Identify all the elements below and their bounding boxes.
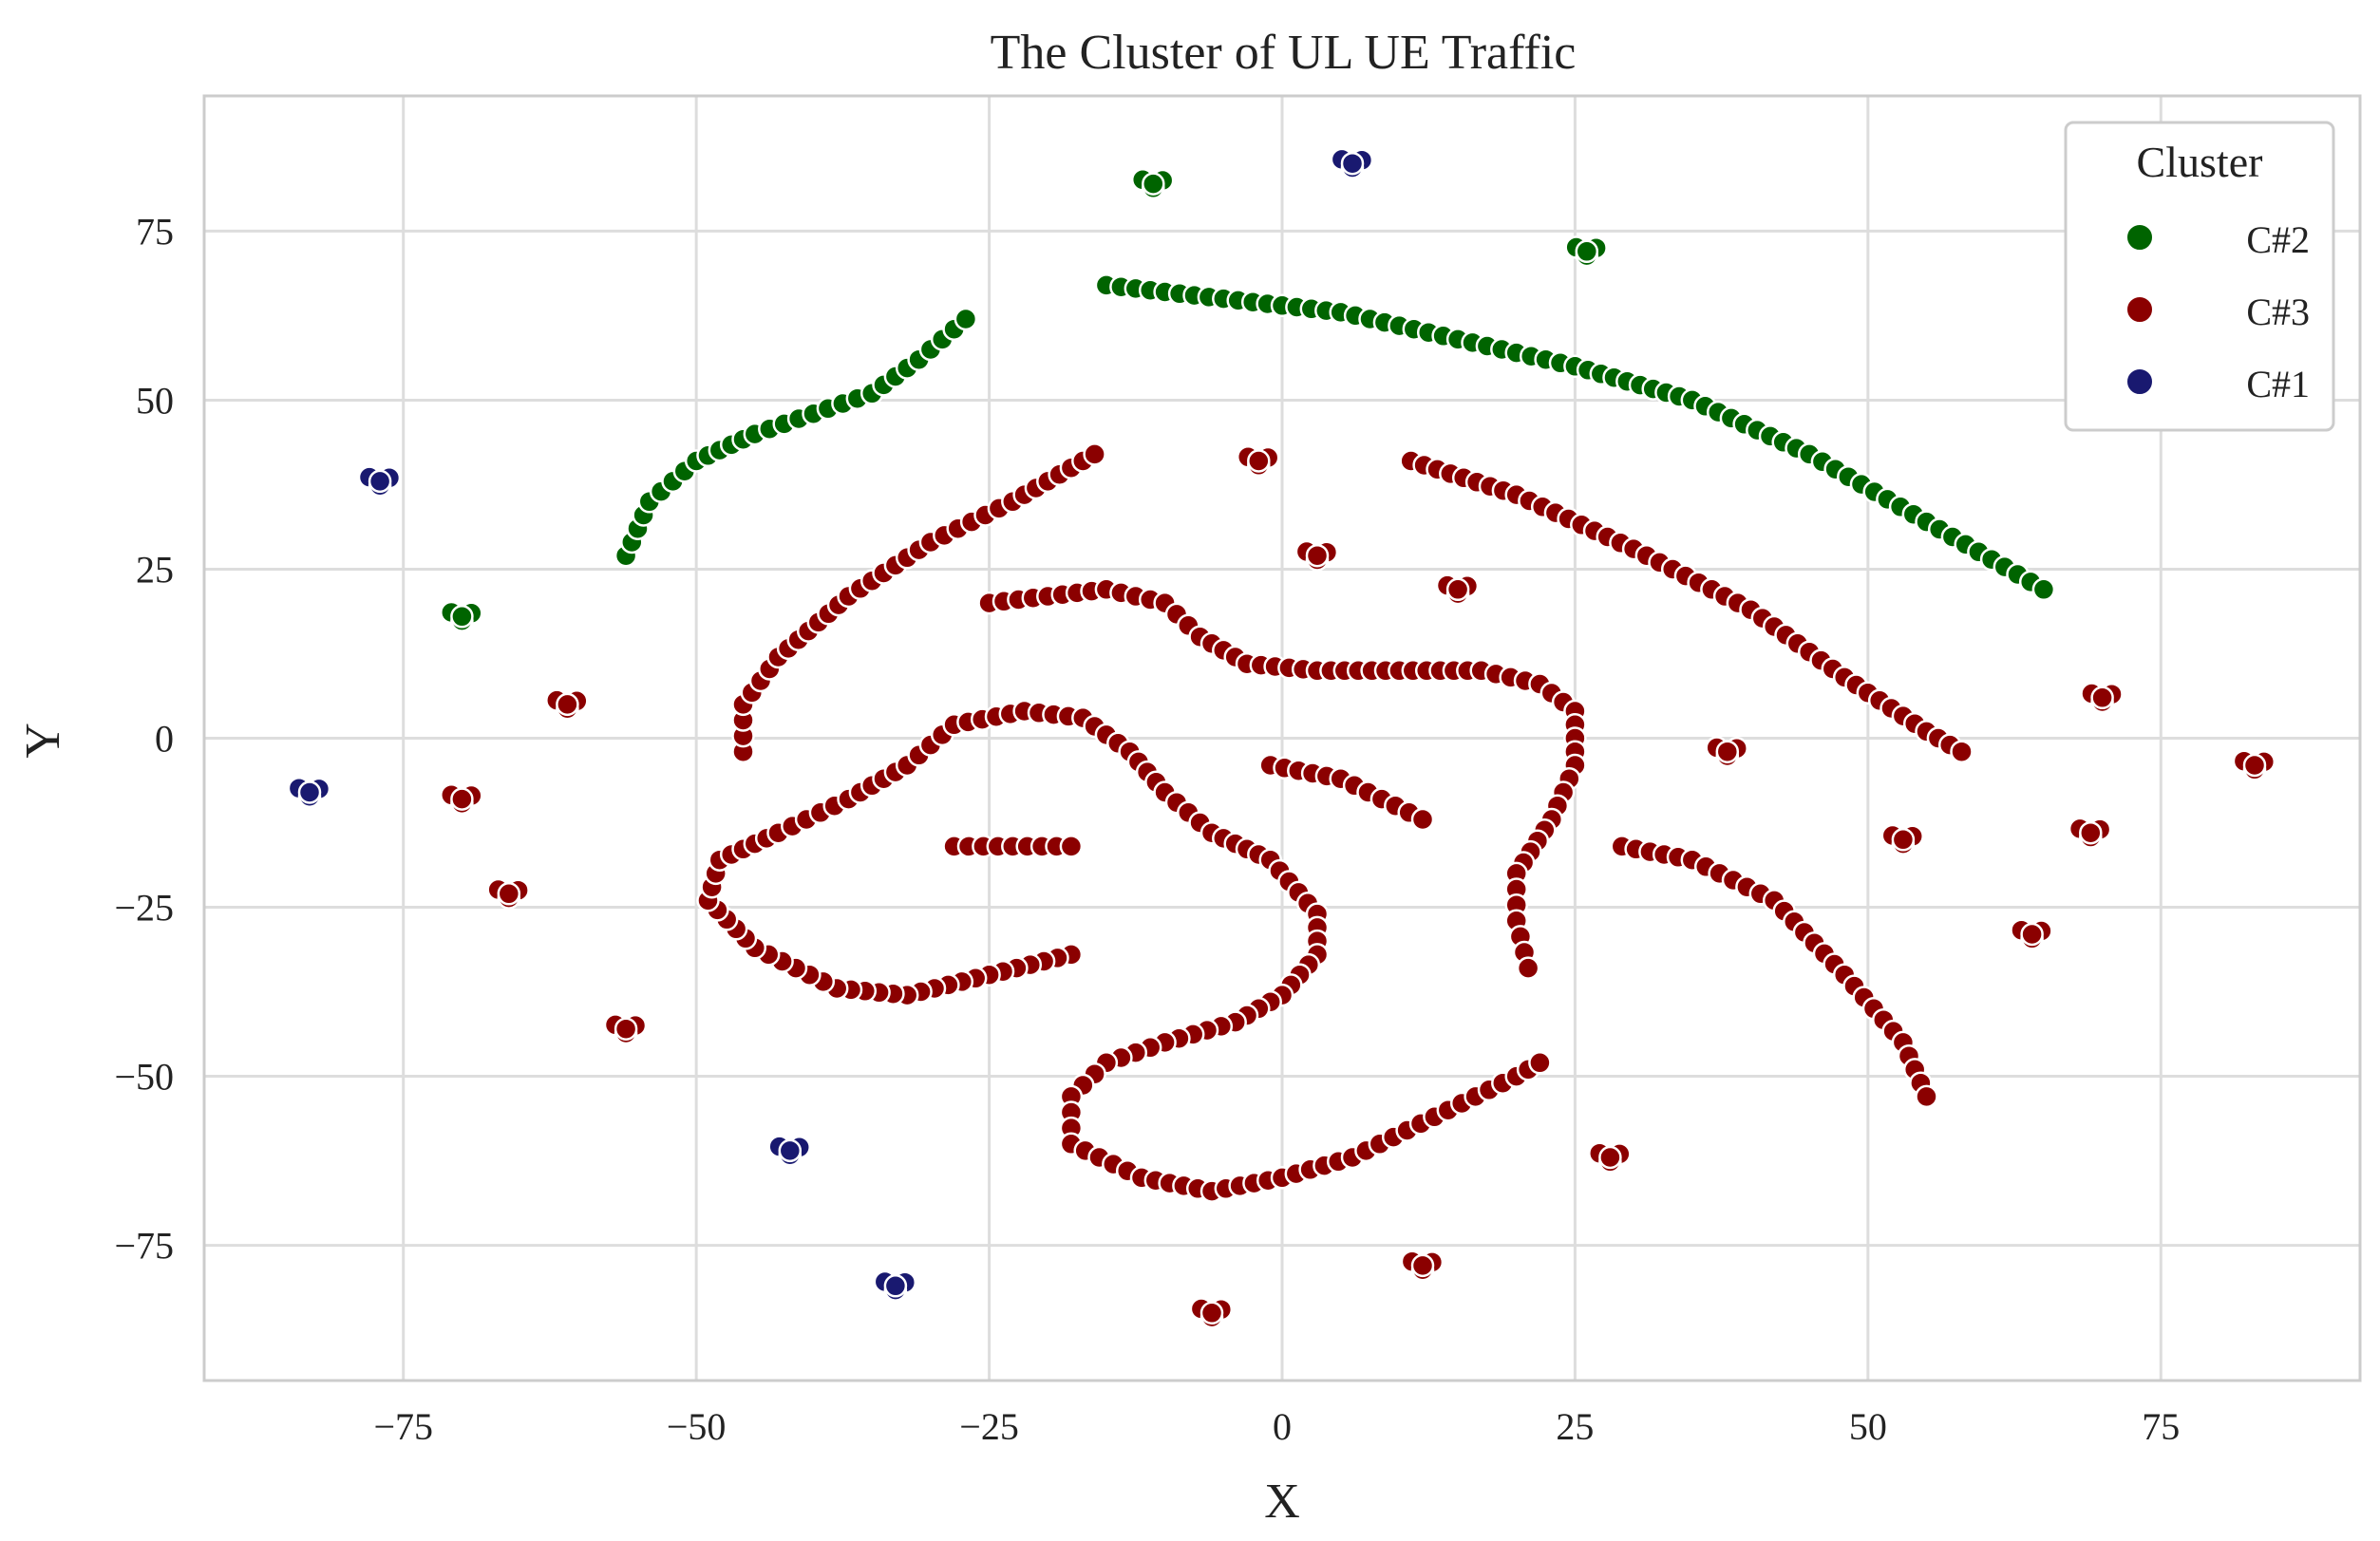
data-point — [450, 787, 474, 811]
chart-title: The Cluster of UL UE Traffic — [991, 26, 1577, 80]
data-point — [1575, 239, 1599, 264]
data-point — [1915, 1084, 1938, 1109]
data-point — [2090, 686, 2114, 710]
data-point — [1059, 835, 1084, 858]
data-point — [2020, 922, 2044, 947]
legend-marker — [2125, 367, 2154, 396]
data-point — [954, 307, 978, 331]
legend-title: Cluster — [2137, 138, 2263, 186]
x-tick-label: 75 — [2142, 1405, 2180, 1448]
y-tick-label: 0 — [155, 718, 174, 761]
data-point — [450, 605, 474, 629]
x-tick-label: 0 — [1273, 1405, 1292, 1448]
x-tick-label: −25 — [959, 1405, 1019, 1448]
y-tick-label: 50 — [136, 379, 174, 422]
data-point — [614, 1017, 638, 1041]
data-point — [2079, 820, 2103, 845]
legend-marker — [2125, 223, 2154, 252]
data-point — [1528, 1051, 1552, 1075]
data-point — [497, 882, 521, 906]
data-point — [1340, 151, 1365, 176]
data-point — [1305, 543, 1330, 568]
x-axis-label: X — [1264, 1475, 1300, 1529]
y-tick-label: −75 — [114, 1225, 174, 1268]
data-point — [1715, 740, 1740, 763]
data-point — [1247, 449, 1271, 473]
data-point — [556, 692, 579, 717]
y-axis-label: Y — [16, 723, 70, 759]
legend-entries: C#2 C#3 C#1 — [2125, 218, 2310, 405]
x-tick-label: 50 — [1849, 1405, 1887, 1448]
y-tick-label: 75 — [136, 210, 174, 253]
legend-box — [2064, 121, 2335, 432]
y-tick-label: −50 — [114, 1056, 174, 1099]
x-tick-label: −50 — [667, 1405, 727, 1448]
data-point — [368, 469, 392, 494]
legend-entry-label: C#3 — [2246, 291, 2310, 333]
data-point — [1410, 1253, 1435, 1278]
data-point — [1598, 1145, 1622, 1170]
data-point — [883, 1274, 908, 1298]
data-point — [1516, 956, 1540, 980]
data-point — [1950, 740, 1974, 763]
y-tick-label: −25 — [114, 887, 174, 930]
data-point — [1445, 577, 1470, 602]
legend-entry-label: C#1 — [2246, 363, 2310, 405]
data-point — [778, 1138, 803, 1163]
data-points — [287, 147, 2276, 1329]
data-point — [1142, 172, 1165, 196]
legend: Cluster C#2 C#3 C#1 — [2064, 121, 2335, 432]
data-point — [1410, 807, 1435, 832]
data-point — [2031, 577, 2056, 602]
data-point — [1199, 1301, 1224, 1325]
data-point — [1891, 828, 1916, 852]
tick-labels: −75 −50 −25 0 25 50 75 75 50 25 0 −25 −50 −75 — [114, 210, 2180, 1448]
x-tick-label: −75 — [373, 1405, 433, 1448]
data-point — [2242, 753, 2267, 778]
plot-frame — [202, 94, 2362, 1382]
x-tick-label: 25 — [1556, 1405, 1594, 1448]
data-point — [297, 780, 322, 804]
legend-marker — [2125, 295, 2154, 324]
legend-entry-label: C#2 — [2246, 218, 2310, 261]
y-tick-label: 25 — [136, 548, 174, 591]
data-point — [1083, 442, 1106, 466]
